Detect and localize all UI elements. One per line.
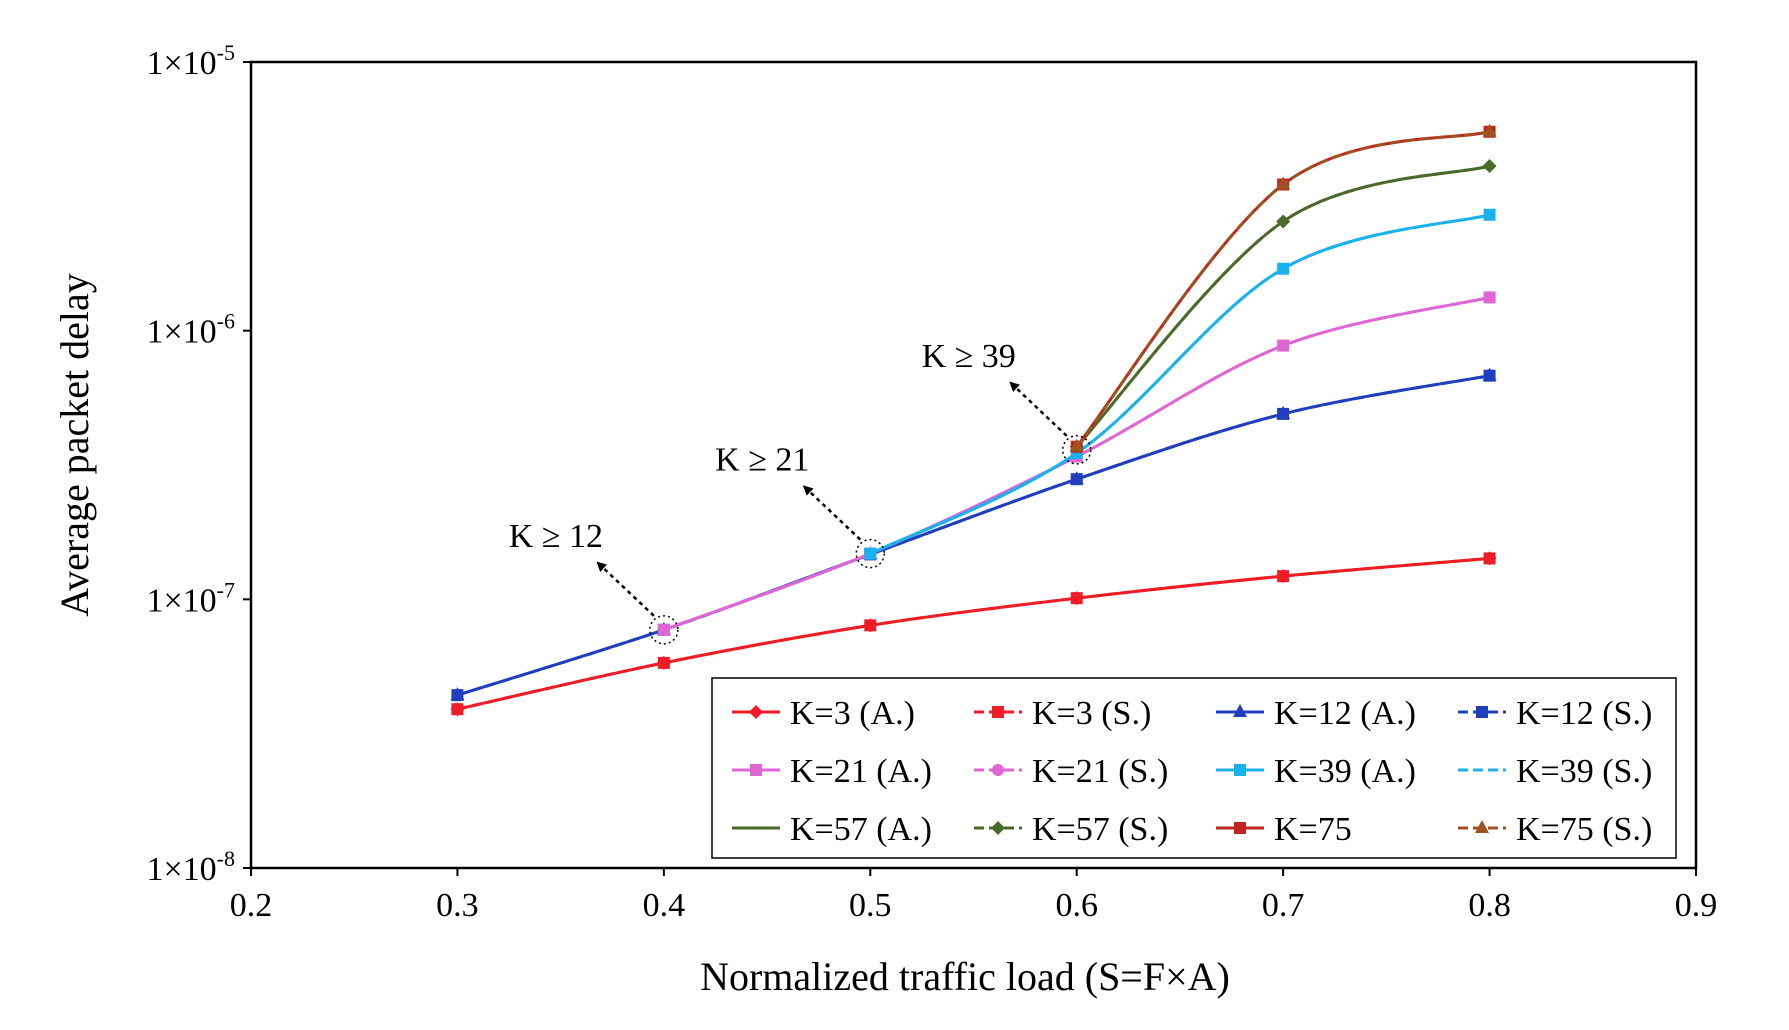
x-tick-label: 0.2 [230, 887, 273, 924]
legend-label: K=75 [1274, 811, 1352, 848]
legend-marker [1475, 820, 1489, 833]
y-tick-label: 1×10-6 [146, 309, 235, 351]
series-11 [1069, 123, 1497, 452]
plot-frame [249, 60, 1698, 870]
y-axis-title: Average packet delay [52, 273, 97, 617]
legend-item: K=12 (S.) [1458, 695, 1652, 732]
legend-marker [991, 821, 1005, 835]
annotation-label: K ≥ 12 [509, 518, 603, 555]
legend-label: K=39 (S.) [1516, 753, 1652, 790]
series-line [1075, 130, 1490, 448]
data-point [1070, 592, 1083, 605]
x-tick-label: 0.9 [1675, 887, 1718, 924]
series-line [663, 295, 1490, 632]
series-1 [451, 552, 1496, 716]
legend-label: K=21 (A.) [790, 753, 932, 790]
legend-item: K=75 [1216, 811, 1352, 848]
legend-item: K=57 (S.) [974, 811, 1168, 848]
data-point [1482, 159, 1497, 174]
legend-label: K=39 (A.) [1274, 753, 1416, 790]
data-point [451, 703, 464, 716]
legend-item: K=39 (S.) [1458, 753, 1652, 790]
annotation-circle [855, 538, 886, 569]
y-tick-label: 1×10-8 [146, 846, 235, 888]
legend-box [711, 677, 1677, 859]
legend-item: K=57 (A.) [732, 811, 932, 848]
legend-label: K=3 (A.) [790, 695, 915, 732]
legend-item: K=12 (A.) [1216, 695, 1416, 732]
series-7 [869, 213, 1490, 555]
plot-area: 0.2 0.3 0.4 0.5 0.6 0.7 0.8 0.9 1×10-5 1×10-6 1×10… [146, 40, 1717, 924]
data-point [1483, 552, 1496, 565]
x-tick-label: 0.5 [849, 887, 892, 924]
legend: K=3 (A.) K=3 (S.) K=12 (A.) K=12 (S.) K=21 (… [711, 677, 1677, 859]
legend-item: K=3 (S.) [974, 695, 1151, 732]
legend-label: K=75 (S.) [1516, 811, 1652, 848]
x-tick-label: 0.4 [643, 887, 686, 924]
legend-label: K=12 (A.) [1274, 695, 1416, 732]
series-line [457, 556, 1490, 711]
annotation-circle [1061, 435, 1092, 465]
legend-marker [992, 706, 1004, 718]
annotation-circle [649, 615, 679, 645]
data-point [1277, 339, 1290, 352]
legend-item: K=75 (S.) [1458, 811, 1652, 848]
x-axis-title: Normalized traffic load (S=F×A) [700, 954, 1230, 999]
series-2 [450, 367, 1497, 701]
series-line [456, 374, 1490, 697]
annotation-label: K ≥ 21 [715, 442, 809, 479]
y-tick-label: 1×10-7 [146, 577, 235, 619]
series-6 [864, 208, 1496, 560]
data-point [1276, 214, 1291, 229]
series-line [869, 213, 1490, 555]
legend-marker [749, 705, 763, 719]
series-line [869, 213, 1490, 555]
legend-label: K=57 (A.) [790, 811, 932, 848]
series-3 [451, 369, 1496, 702]
legend-label: K=3 (S.) [1032, 695, 1151, 732]
legend-marker [1234, 822, 1246, 834]
annotation-arrow [802, 485, 862, 541]
annotation-label: K ≥ 39 [922, 338, 1016, 375]
legend-item: K=3 (A.) [732, 695, 915, 732]
data-point [1483, 291, 1496, 304]
data-point [1483, 369, 1496, 382]
data-point [1277, 407, 1290, 420]
data-point [451, 689, 464, 702]
data-point [1277, 570, 1290, 583]
legend-marker [1233, 704, 1247, 717]
data-point [1276, 176, 1291, 190]
legend-label: K=57 (S.) [1032, 811, 1168, 848]
x-tick-label: 0.6 [1055, 887, 1098, 924]
legend-label: K=12 (S.) [1516, 695, 1652, 732]
y-axis-title-group: Average packet delay [52, 273, 97, 617]
y-tick-label: 1×10-5 [146, 40, 235, 82]
x-tick-label: 0.3 [436, 887, 479, 924]
legend-marker [992, 764, 1004, 776]
annotation-arrow [1009, 381, 1068, 437]
legend-label: K=21 (S.) [1032, 753, 1168, 790]
x-tick-label: 0.8 [1468, 887, 1511, 924]
series-line [1075, 164, 1490, 448]
legend-marker [1234, 764, 1246, 776]
data-point [1482, 123, 1497, 137]
data-point [657, 656, 670, 669]
data-point [657, 623, 670, 636]
x-tick-label: 0.7 [1262, 887, 1305, 924]
series-line [1075, 164, 1490, 448]
data-point [1069, 438, 1084, 452]
data-point [864, 619, 877, 632]
legend-item: K=21 (S.) [974, 753, 1168, 790]
series-line [456, 374, 1490, 697]
legend-item: K=21 (A.) [732, 753, 932, 790]
legend-marker [750, 764, 762, 776]
series-8 [1075, 164, 1490, 448]
data-point [1070, 473, 1083, 486]
legend-item: K=39 (A.) [1216, 753, 1416, 790]
legend-marker [1476, 706, 1488, 718]
annotation-arrow [596, 561, 655, 617]
